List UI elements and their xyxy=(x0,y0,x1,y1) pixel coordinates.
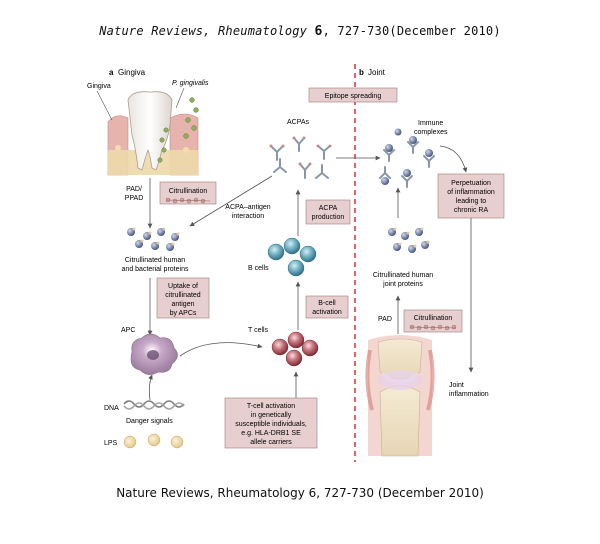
acpa-production-box: ACPA production xyxy=(305,199,351,225)
apc-nucleus xyxy=(147,350,159,360)
citrullinated-a-label-1: Citrullinated human xyxy=(125,257,185,264)
p-gingivalis-label: P. gingivalis xyxy=(172,80,209,87)
danger-signals-label: Danger signals xyxy=(126,418,173,425)
pad-b-label: PAD xyxy=(378,316,392,323)
citrullinated-proteins-a xyxy=(127,227,180,251)
citrullination-box-a: Citrullination xyxy=(159,181,217,205)
joint-inflammation-label-1: Joint xyxy=(449,382,464,389)
panel-b-title: Joint xyxy=(368,68,386,77)
pad-ppad-label-1: PAD/ xyxy=(126,186,142,193)
panel-a-title: Gingiva xyxy=(118,68,146,77)
perpetuation-line-1: Perpetuation xyxy=(451,180,491,187)
acpa-antigen-arrow xyxy=(189,175,273,227)
complex-to-perpetuation-arrow xyxy=(439,145,468,173)
acpa-antigen-label-1: ACPA–antigen xyxy=(225,204,271,211)
citrullinated-b-label-2: joint proteins xyxy=(382,281,423,288)
dna-label: DNA xyxy=(104,405,119,412)
antibody-tips xyxy=(269,136,332,166)
lps-particles xyxy=(123,433,184,449)
figure-caption: Nature Reviews, Rheumatology 6, 727-730 … xyxy=(116,486,484,500)
header-volume: 6 xyxy=(314,24,323,39)
gingiva-label: Gingiva xyxy=(87,83,111,90)
citrullination-box-b: Citrullination xyxy=(403,309,463,333)
perpetuation-line-3: leading to xyxy=(456,198,486,205)
apc-label: APC xyxy=(121,327,135,334)
danger-arrow xyxy=(148,374,153,401)
gingiva-pointer xyxy=(96,90,113,121)
t-cell-activation-line-5: allele carriers xyxy=(250,439,292,446)
uptake-line-4: by APCs xyxy=(170,310,197,317)
perpetuation-line-2: of inflammation xyxy=(447,189,495,196)
epitope-spreading-box: Epitope spreading xyxy=(308,87,398,103)
b-cell-activation-box: B-cell activation xyxy=(305,295,349,319)
t-cell-activation-box: T-cell activation in genetically suscept… xyxy=(224,397,318,449)
epitope-spreading-label: Epitope spreading xyxy=(325,93,382,100)
acpa-production-line-2: production xyxy=(312,214,345,221)
uptake-box: Uptake of citrullinated antigen by APCs xyxy=(156,277,210,319)
t-cells xyxy=(271,331,319,367)
acpas-label: ACPAs xyxy=(287,119,310,126)
panel-b-letter: b xyxy=(359,68,364,77)
joint-illustration xyxy=(365,335,435,457)
immune-complexes-label-1: Immune xyxy=(418,120,443,127)
b-cells xyxy=(267,237,317,277)
dna-helix xyxy=(123,400,185,410)
bacteria-cluster xyxy=(157,97,199,163)
t-cells-label: T cells xyxy=(248,327,269,334)
t-cell-activation-line-3: susceptible individuals, xyxy=(235,421,307,428)
header-rest: , 727-730(December 2010) xyxy=(322,24,501,38)
panel-a-letter: a xyxy=(109,68,114,77)
b-cell-activation-line-1: B-cell xyxy=(318,300,336,307)
antibodies-cluster xyxy=(270,137,331,179)
citrullinated-a-label-2: and bacterial proteins xyxy=(122,266,189,273)
citrullination-label-b: Citrullination xyxy=(414,315,453,322)
citrullinated-proteins-b xyxy=(388,227,430,253)
uptake-line-3: antigen xyxy=(172,301,195,308)
uptake-line-1: Uptake of xyxy=(168,283,198,290)
t-cell-activation-line-1: T-cell activation xyxy=(247,403,295,410)
perpetuation-line-4: chronic RA xyxy=(454,207,489,214)
immune-complexes-label-2: complexes xyxy=(414,129,448,136)
acpa-production-line-1: ACPA xyxy=(319,205,338,212)
header-journal: Nature Reviews, Rheumatology xyxy=(99,24,308,38)
joint-inflammation-label-2: inflammation xyxy=(449,391,489,398)
citrullination-label-a: Citrullination xyxy=(169,188,208,195)
t-cell-activation-line-4: e.g. HLA-DRB1 SE xyxy=(241,430,301,437)
header-title: Nature Reviews, Rheumatology 6, 727-730(… xyxy=(0,24,600,39)
b-cell-activation-line-2: activation xyxy=(312,309,342,316)
b-cells-label: B cells xyxy=(248,265,269,272)
t-cell-activation-line-2: in genetically xyxy=(251,412,292,419)
citrullinated-b-label-1: Citrullinated human xyxy=(373,272,433,279)
tooth-gingiva-illustration xyxy=(107,91,199,176)
p-gingivalis-pointer xyxy=(175,87,185,109)
acpa-antigen-label-2: interaction xyxy=(232,213,264,220)
perpetuation-box: Perpetuation of inflammation leading to … xyxy=(437,173,505,219)
lps-label: LPS xyxy=(104,440,118,447)
immune-complexes xyxy=(379,128,435,188)
uptake-line-2: citrullinated xyxy=(165,292,201,299)
pad-ppad-label-2: PPAD xyxy=(125,195,144,202)
apc-to-tcell-arrow xyxy=(179,342,263,357)
